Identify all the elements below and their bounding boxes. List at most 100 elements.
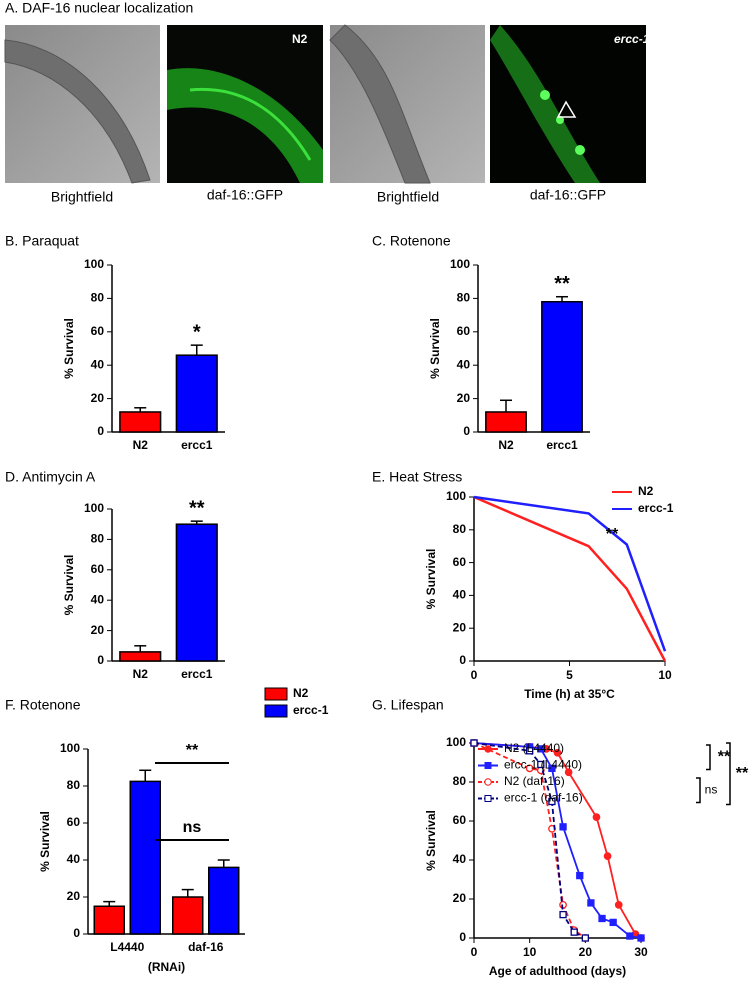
point xyxy=(592,813,601,821)
bar xyxy=(485,411,527,433)
y-tick-label: 100 xyxy=(450,257,470,271)
image-gfp xyxy=(490,25,646,183)
y-tick-label: 20 xyxy=(453,891,467,905)
point xyxy=(576,871,584,880)
point xyxy=(537,745,545,753)
y-tick-label: 80 xyxy=(453,774,467,788)
y-tick-label: 40 xyxy=(457,357,471,371)
x-tick-label: N2 xyxy=(498,438,514,452)
y-tick-label: 20 xyxy=(457,391,471,405)
chart-title: B. Paraquat xyxy=(5,233,79,249)
image-caption: Brightfield xyxy=(377,189,439,205)
y-tick-label: 80 xyxy=(91,532,105,546)
legend-label: ercc-1 (daf-16) xyxy=(504,791,583,805)
point xyxy=(548,764,556,772)
point xyxy=(470,739,478,747)
x-tick-label: 10 xyxy=(658,668,672,682)
x-tick-label: 5 xyxy=(566,668,573,682)
x-tick-label: 10 xyxy=(523,945,537,959)
point xyxy=(626,932,634,940)
significance: ns xyxy=(183,819,202,836)
point xyxy=(553,748,562,757)
legend-marker xyxy=(484,778,492,786)
y-tick-label: 100 xyxy=(84,257,104,271)
y-axis-label: % Survival xyxy=(62,318,76,379)
bar xyxy=(129,780,161,935)
bar xyxy=(93,905,125,935)
y-tick-label: 60 xyxy=(91,562,105,576)
chart-title: C. Rotenone xyxy=(372,233,451,249)
image-gfp xyxy=(167,25,323,183)
legend-label: N2 xyxy=(293,686,309,700)
image-caption: daf-16::GFP xyxy=(207,187,283,203)
legend-marker xyxy=(484,745,492,753)
legend-marker xyxy=(484,795,492,802)
y-tick-label: 40 xyxy=(453,588,467,602)
y-tick-label: 40 xyxy=(91,592,105,606)
image-brightfield xyxy=(329,24,485,184)
y-tick-label: 0 xyxy=(459,930,466,944)
y-axis-label: % Survival xyxy=(428,318,442,379)
point xyxy=(637,934,645,942)
bar xyxy=(175,354,218,433)
point xyxy=(581,934,589,942)
x-tick-label: 30 xyxy=(634,945,648,959)
series-line xyxy=(473,742,642,939)
x-tick-label: daf-16 xyxy=(188,940,224,954)
bar xyxy=(541,300,583,433)
legend-label: N2 xyxy=(638,484,654,498)
significance: ** xyxy=(189,497,205,519)
point xyxy=(614,900,623,909)
significance: * xyxy=(193,321,201,343)
y-axis-label: % Survival xyxy=(424,810,438,871)
image-brightfield xyxy=(4,25,160,184)
bar xyxy=(119,651,162,662)
x-tick-label: L4440 xyxy=(110,940,144,954)
image-caption: Brightfield xyxy=(51,189,113,205)
point xyxy=(525,764,534,773)
x-axis-label: Age of adulthood (days) xyxy=(489,964,626,978)
point xyxy=(598,914,606,923)
y-tick-label: 20 xyxy=(91,623,105,637)
legend-swatch xyxy=(264,687,288,701)
x-tick-label: ercc1 xyxy=(181,438,213,452)
legend-label: N2 (L4440) xyxy=(504,741,564,755)
image-caption: daf-16::GFP xyxy=(530,187,606,203)
y-tick-label: 100 xyxy=(84,501,104,515)
y-tick-label: 0 xyxy=(459,653,466,667)
significance: ** xyxy=(718,748,731,765)
y-tick-label: 80 xyxy=(91,291,105,305)
y-tick-label: 60 xyxy=(67,815,81,829)
y-tick-label: 60 xyxy=(453,813,467,827)
x-tick-label: 0 xyxy=(471,945,478,959)
significance: ns xyxy=(705,782,718,796)
series-line xyxy=(473,495,667,662)
point xyxy=(564,768,573,777)
y-tick-label: 100 xyxy=(446,489,466,503)
bar xyxy=(208,866,240,935)
legend-label: ercc-1 xyxy=(638,501,674,515)
chart-title: E. Heat Stress xyxy=(372,469,462,485)
legend-marker xyxy=(484,762,492,769)
x-tick-label: 20 xyxy=(579,945,593,959)
y-tick-label: 20 xyxy=(91,391,105,405)
y-axis-label: % Survival xyxy=(38,811,52,872)
x-axis-label: Time (h) at 35°C xyxy=(524,687,615,701)
point xyxy=(559,823,567,831)
legend-swatch xyxy=(264,704,288,718)
y-axis-label: % Survival xyxy=(62,555,76,616)
point xyxy=(603,852,612,860)
legend-label: ercc-1 (L4440) xyxy=(504,758,582,772)
point xyxy=(570,928,578,936)
y-tick-label: 60 xyxy=(453,555,467,569)
y-tick-label: 40 xyxy=(453,852,467,866)
significance-bracket xyxy=(706,744,711,771)
y-tick-label: 80 xyxy=(453,522,467,536)
legend-label: N2 (daf-16) xyxy=(504,774,565,788)
significance: ** xyxy=(736,765,749,782)
point xyxy=(548,797,556,806)
significance-bracket xyxy=(696,777,701,804)
y-tick-label: 20 xyxy=(67,889,81,903)
y-tick-label: 20 xyxy=(453,620,467,634)
y-tick-label: 40 xyxy=(67,852,81,866)
